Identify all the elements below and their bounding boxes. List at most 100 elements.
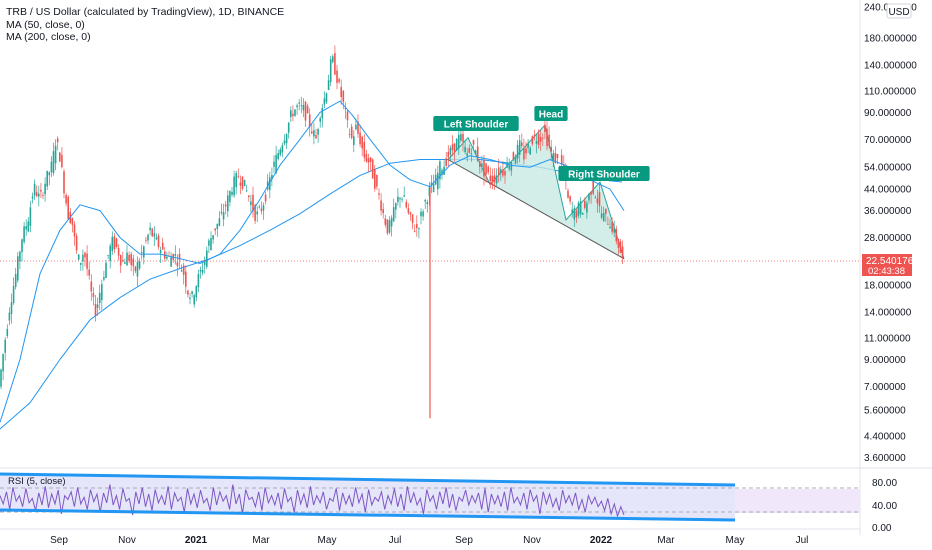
candle-body xyxy=(485,163,487,174)
price-tick-label: 4.400000 xyxy=(864,432,906,443)
candle-body xyxy=(262,205,265,211)
price-tick-label: 28.000000 xyxy=(864,233,912,244)
candle-body xyxy=(382,209,384,214)
candle-body xyxy=(403,195,405,197)
candle-body xyxy=(462,133,464,142)
candle-body xyxy=(497,167,500,175)
candle-body xyxy=(290,110,292,118)
candle-body xyxy=(287,122,290,133)
candle-body xyxy=(19,251,21,262)
candle-body xyxy=(308,114,311,128)
candle-body xyxy=(92,293,95,297)
currency-badge[interactable]: USD xyxy=(886,3,912,19)
candle-body xyxy=(455,138,458,151)
candle-body xyxy=(35,192,38,196)
candle-body xyxy=(31,196,34,199)
candle-body xyxy=(546,128,548,147)
candle-body xyxy=(605,208,607,214)
time-tick-label: 2021 xyxy=(185,535,208,546)
rsi-axis: 80.00 40.00 0.00 xyxy=(872,478,897,534)
candle-body xyxy=(218,218,221,226)
candle-body xyxy=(313,130,315,137)
price-tick-label: 3.600000 xyxy=(864,453,906,464)
candle-body xyxy=(388,220,391,233)
candle-body xyxy=(214,228,216,231)
price-tick-label: 140.000000 xyxy=(864,60,917,71)
price-tick-label: 44.000000 xyxy=(864,185,912,196)
candle-body xyxy=(8,312,11,321)
candle-body xyxy=(325,93,328,103)
candle-body xyxy=(134,266,137,272)
candle-body xyxy=(336,70,338,83)
time-tick-label: Sep xyxy=(50,535,68,546)
candle-body xyxy=(25,226,27,230)
price-tick-label: 7.000000 xyxy=(864,382,906,393)
candle-body xyxy=(350,126,353,138)
candle-body xyxy=(500,169,502,173)
rsi-channel-top[interactable] xyxy=(0,472,736,487)
candle-body xyxy=(384,218,387,225)
rsi-channel-bottom[interactable] xyxy=(0,508,736,522)
candle-body xyxy=(548,134,550,146)
candle-body xyxy=(453,143,456,153)
candle-body xyxy=(124,262,126,264)
candle-body xyxy=(157,235,160,248)
candle-body xyxy=(161,242,164,250)
candle-body xyxy=(586,203,588,213)
price-tick-label: 11.000000 xyxy=(864,333,911,344)
candle-body xyxy=(237,176,240,178)
candle-body xyxy=(101,284,103,301)
time-tick-label: May xyxy=(726,535,745,546)
candle-body xyxy=(111,236,114,252)
candle-body xyxy=(573,208,576,220)
candle-body xyxy=(46,170,48,187)
candle-body xyxy=(80,262,82,265)
candle-body xyxy=(371,159,374,179)
candle-body xyxy=(250,201,252,205)
candle-body xyxy=(380,200,382,211)
candle-body xyxy=(619,241,622,253)
candle-body xyxy=(374,169,376,189)
candle-body xyxy=(329,59,332,83)
pattern-label-head: Head xyxy=(534,106,568,121)
last-price-tag: 22.540176 02:43:38 xyxy=(862,254,914,277)
candle-body xyxy=(210,238,212,250)
candle-body xyxy=(109,245,111,261)
candle-body xyxy=(357,121,359,134)
candle-body xyxy=(609,227,611,229)
candle-body xyxy=(367,158,370,163)
candle-body xyxy=(189,297,191,299)
candle-body xyxy=(399,197,401,200)
rsi-tick-label: 0.00 xyxy=(872,523,892,534)
candle-body xyxy=(59,152,61,162)
candle-body xyxy=(571,209,573,214)
candle-body xyxy=(439,161,441,180)
candle-body xyxy=(115,238,118,247)
candle-body xyxy=(434,174,437,185)
candle-body xyxy=(281,145,284,153)
price-tick-label: 180.000000 xyxy=(864,34,917,45)
rsi-band-future xyxy=(735,489,860,513)
candle-body xyxy=(73,224,76,237)
candle-body xyxy=(323,98,326,105)
candle-body xyxy=(245,190,248,192)
price-tick-label: 14.000000 xyxy=(864,307,912,318)
candle-body xyxy=(197,273,200,288)
price-tick-label: 5.600000 xyxy=(864,406,906,417)
candle-body xyxy=(472,140,475,145)
candle-body xyxy=(449,147,452,155)
candle-body xyxy=(437,172,439,189)
candle-body xyxy=(40,189,42,192)
candle-body xyxy=(392,207,395,222)
candle-body xyxy=(182,265,185,275)
candle-body xyxy=(300,105,303,107)
candle-body xyxy=(176,262,179,267)
candle-body xyxy=(340,87,342,98)
candle-body xyxy=(533,134,536,136)
candle-body xyxy=(98,292,101,304)
candle-body xyxy=(264,194,267,202)
candle-body xyxy=(466,153,468,157)
candle-body xyxy=(0,369,2,387)
candle-body xyxy=(315,135,317,139)
